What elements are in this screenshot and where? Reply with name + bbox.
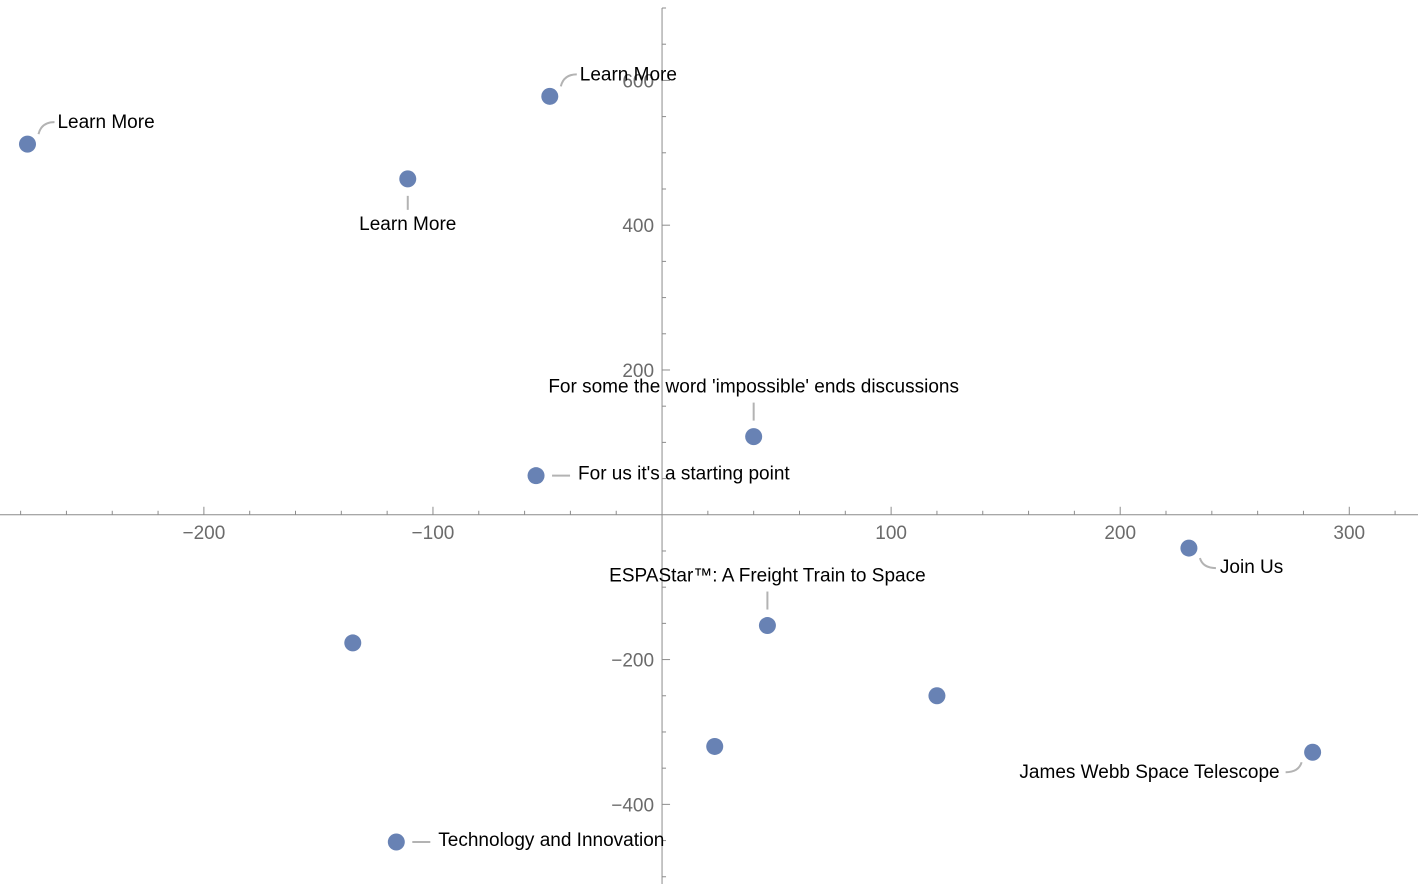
x-tick-label: −100 — [412, 523, 455, 544]
y-tick-label: 200 — [622, 361, 654, 382]
data-point — [706, 737, 724, 755]
point-label: For us it's a starting point — [578, 464, 790, 485]
data-point — [928, 687, 946, 705]
data-point — [344, 634, 362, 652]
label-leader-line — [559, 73, 577, 87]
label-leader-line — [1285, 761, 1303, 774]
x-tick-label: −200 — [182, 523, 225, 544]
data-point — [1304, 743, 1322, 761]
label-leaders — [37, 73, 1303, 844]
axes: −200 −100 100 200 300 −400 −200 200 400 600 — [0, 7, 1418, 884]
data-point — [758, 617, 776, 635]
data-points — [18, 87, 1322, 851]
data-point — [541, 87, 559, 105]
label-leader-line — [37, 121, 55, 135]
point-label: Learn More — [57, 112, 154, 133]
point-label: Join Us — [1220, 557, 1283, 578]
x-tick-label: 200 — [1104, 523, 1136, 544]
y-tick-label: 400 — [622, 216, 654, 237]
point-label: Learn More — [580, 64, 677, 85]
point-label: James Webb Space Telescope — [1019, 762, 1279, 783]
x-tick-label: 300 — [1333, 523, 1365, 544]
point-labels: Learn More Learn More Learn More For some t… — [57, 64, 1283, 851]
point-label: For some the word 'impossible' ends disc… — [548, 377, 959, 398]
label-leader-line — [1198, 557, 1216, 570]
x-tick-label: 100 — [875, 523, 907, 544]
y-tick-label: −200 — [611, 651, 654, 672]
data-point — [745, 428, 763, 446]
data-point — [1180, 539, 1198, 557]
data-point — [18, 135, 36, 153]
point-label: Technology and Innovation — [438, 830, 664, 851]
data-point — [399, 170, 417, 188]
point-label: Learn More — [359, 214, 456, 235]
data-point — [387, 833, 405, 851]
y-tick-label: −400 — [611, 795, 654, 816]
point-label: ESPAStar™: A Freight Train to Space — [609, 566, 925, 587]
data-point — [527, 467, 545, 485]
y-tick-label: 600 — [622, 71, 654, 92]
